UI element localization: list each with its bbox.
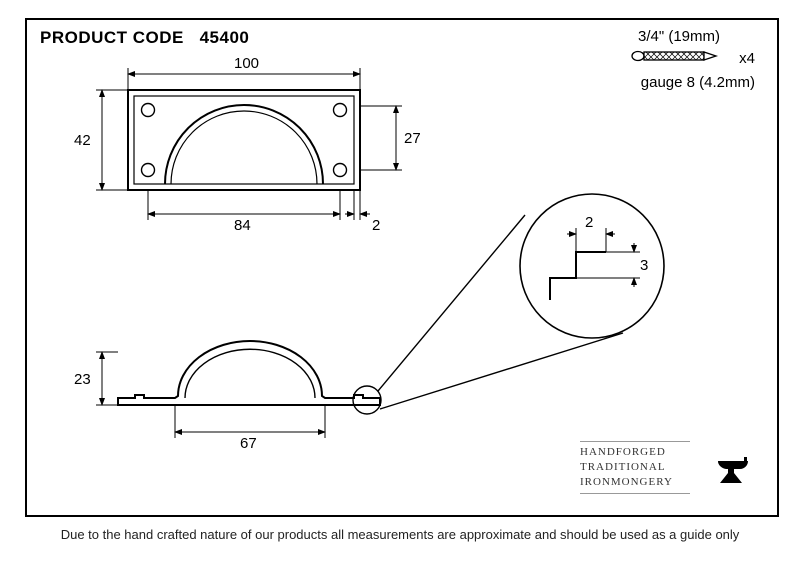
dim-flange: 2 (372, 217, 380, 234)
footnote: Due to the hand crafted nature of our pr… (0, 527, 800, 542)
side-view: 23 67 (74, 341, 380, 452)
technical-drawing-sheet: PRODUCT CODE 45400 3/4" (19mm) x4 gauge … (0, 0, 800, 566)
dim-cup-width: 67 (240, 435, 257, 452)
dim-hole-centres: 84 (234, 217, 251, 234)
dim-detail-2: 2 (585, 214, 593, 231)
detail-view: 2 3 (353, 194, 664, 414)
top-view: 100 42 84 27 2 (74, 55, 421, 234)
dim-detail-3: 3 (640, 257, 648, 274)
screw-icon (632, 52, 716, 61)
drawing-svg: 100 42 84 27 2 (0, 0, 800, 566)
dim-cup-depth: 27 (404, 130, 421, 147)
dim-top-height: 42 (74, 132, 91, 149)
dim-side-height: 23 (74, 371, 91, 388)
dim-top-width: 100 (234, 55, 259, 72)
